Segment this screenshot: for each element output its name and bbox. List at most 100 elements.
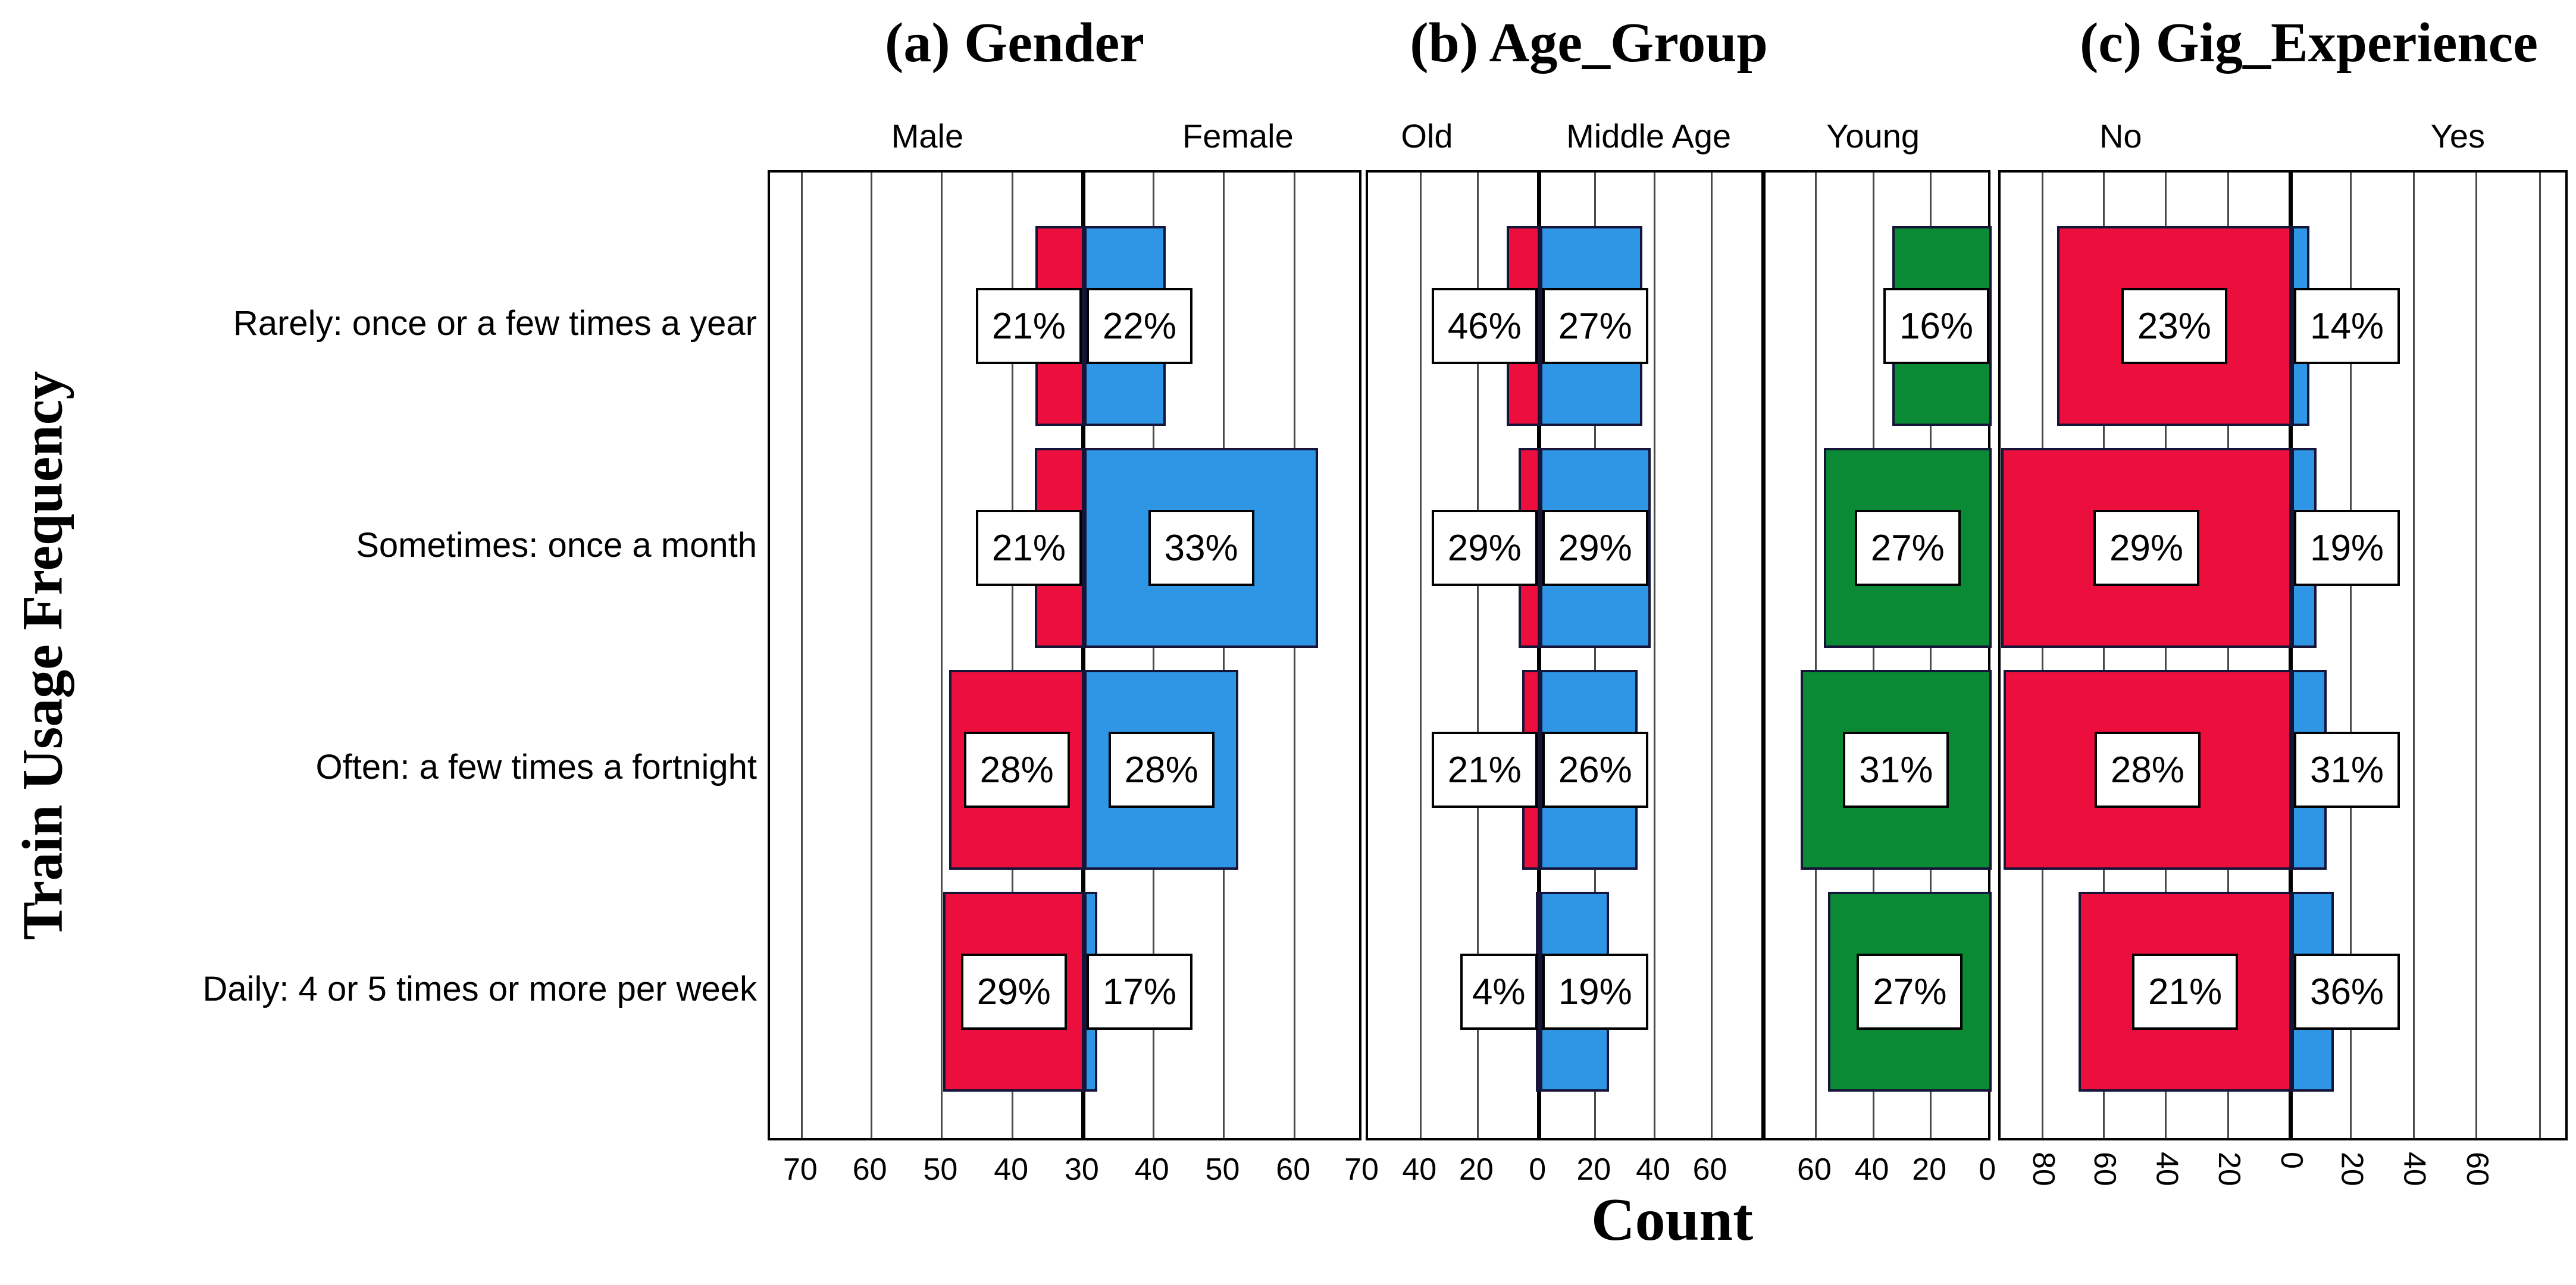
gridline: [2412, 173, 2415, 1138]
zero-line: [1536, 173, 1541, 1138]
gridline: [941, 173, 943, 1138]
pct-label-no-row1: 23%: [2121, 288, 2227, 364]
axis-tick-label: 0: [2274, 1152, 2309, 1169]
gridline: [2475, 173, 2477, 1138]
axis-tick-label: 60: [1692, 1152, 1727, 1187]
pct-label-young-row2: 27%: [1854, 510, 1961, 586]
axis-tick-label: 20: [1912, 1152, 1947, 1187]
gridline: [2165, 173, 2167, 1138]
axis-tick-label: 50: [1205, 1152, 1240, 1187]
row-category-label: Daily: 4 or 5 times or more per week: [202, 970, 757, 1008]
column-header-old: Old: [1401, 117, 1453, 155]
pct-label-yes-row2: 19%: [2294, 510, 2400, 586]
pct-label-yes-row1: 14%: [2294, 288, 2400, 364]
axis-tick-label: 60: [852, 1152, 887, 1187]
axis-tick-label: 40: [2149, 1152, 2184, 1186]
pct-label-young-row1: 16%: [1883, 288, 1989, 364]
pct-label-female-row4: 17%: [1086, 954, 1192, 1030]
pct-label-female-row2: 33%: [1148, 510, 1254, 586]
pct-label-male-row1: 21%: [975, 288, 1082, 364]
x-axis-title: Count: [1591, 1186, 1754, 1253]
gridline: [2350, 173, 2352, 1138]
axis-tick-label: 20: [1458, 1152, 1494, 1187]
pct-label-yes-row3: 31%: [2294, 732, 2400, 808]
pct-label-middle-age-row1: 27%: [1542, 288, 1648, 364]
row-category-label: Rarely: once or a few times a year: [233, 304, 757, 343]
axis-tick-label: 50: [923, 1152, 958, 1187]
pct-label-middle-age-row3: 26%: [1542, 732, 1648, 808]
gridline: [870, 173, 872, 1138]
pct-label-female-row1: 22%: [1086, 288, 1192, 364]
axis-tick-label: 60: [2087, 1152, 2123, 1186]
pct-label-no-row3: 28%: [2094, 732, 2201, 808]
panel-c: 23% 29% 28% 21% 14% 19% 31% 36%: [1998, 170, 2568, 1140]
gridline: [1152, 173, 1154, 1138]
sub-panel-divider: [1761, 173, 1766, 1138]
axis-tick-label: 30: [1065, 1152, 1099, 1187]
column-header-male: Male: [891, 117, 964, 155]
gridline: [1420, 173, 1422, 1138]
column-header-female: Female: [1182, 117, 1294, 155]
gridline: [2539, 173, 2541, 1138]
axis-tick-label: 70: [782, 1152, 818, 1187]
axis-tick-label: 60: [1796, 1152, 1832, 1187]
panel-b: 46% 29% 21% 4% 27% 29% 26% 19% 16% 27% 31% 27%: [1366, 170, 1992, 1140]
axis-tick-label: 40: [1854, 1152, 1889, 1187]
row-category-label: Often: a few times a fortnight: [315, 748, 757, 786]
axis-tick-label: 40: [2397, 1152, 2432, 1186]
panel-title-b: (b) Age_Group: [1410, 12, 1768, 74]
gridline: [1930, 173, 1932, 1138]
gridline: [1654, 173, 1655, 1138]
panel-title-c: (c) Gig_Experience: [2079, 12, 2539, 74]
gridline: [1294, 173, 1296, 1138]
gridline: [2227, 173, 2229, 1138]
panel-title-a: (a) Gender: [885, 12, 1144, 74]
gridline: [2103, 173, 2105, 1138]
pct-label-young-row4: 27%: [1857, 954, 1963, 1030]
axis-tick-label: 40: [1402, 1152, 1437, 1187]
gridline: [1594, 173, 1597, 1138]
zero-line: [1081, 173, 1085, 1138]
axis-tick-label: 80: [2026, 1152, 2061, 1186]
gridline: [1814, 173, 1817, 1138]
pct-label-male-row2: 21%: [975, 510, 1082, 586]
axis-tick-label: 70: [1344, 1152, 1379, 1187]
axis-tick-label: 60: [2460, 1152, 2494, 1186]
column-header-no: No: [2099, 117, 2142, 155]
pct-label-old-row4: 4%: [1460, 954, 1538, 1030]
pct-label-no-row4: 21%: [2132, 954, 2239, 1030]
pct-label-old-row1: 46%: [1431, 288, 1538, 364]
axis-tick-label: 20: [2334, 1152, 2370, 1186]
gridline: [1476, 173, 1479, 1138]
axis-tick-label: 0: [1529, 1152, 1547, 1187]
pct-label-old-row3: 21%: [1431, 732, 1538, 808]
gridline: [1223, 173, 1225, 1138]
pct-label-middle-age-row4: 19%: [1542, 954, 1648, 1030]
gridline: [1872, 173, 1874, 1138]
row-category-label: Sometimes: once a month: [356, 526, 757, 565]
pct-label-female-row3: 28%: [1108, 732, 1215, 808]
axis-tick-label: 60: [1276, 1152, 1311, 1187]
panel-a: 21% 21% 28% 29% 22% 33% 28% 17%: [768, 170, 1361, 1140]
gridline: [1012, 173, 1014, 1138]
pct-label-male-row3: 28%: [963, 732, 1070, 808]
column-header-middle-age: Middle Age: [1566, 117, 1732, 155]
axis-tick-label: 0: [1979, 1152, 1996, 1187]
axis-tick-label: 40: [1636, 1152, 1670, 1187]
column-header-young: Young: [1826, 117, 1920, 155]
pct-label-male-row4: 29%: [960, 954, 1067, 1030]
zero-line: [2289, 173, 2293, 1138]
gridline: [2041, 173, 2043, 1138]
axis-tick-label: 40: [1134, 1152, 1169, 1187]
pct-label-young-row3: 31%: [1843, 732, 1949, 808]
pct-label-yes-row4: 36%: [2294, 954, 2400, 1030]
axis-tick-label: 20: [1576, 1152, 1611, 1187]
axis-tick-label: 40: [994, 1152, 1029, 1187]
axis-tick-label: 20: [2211, 1152, 2246, 1186]
gridline: [1710, 173, 1713, 1138]
column-header-yes: Yes: [2430, 117, 2485, 155]
pct-label-middle-age-row2: 29%: [1542, 510, 1648, 586]
pct-label-no-row2: 29%: [2093, 510, 2199, 586]
gridline: [800, 173, 803, 1138]
